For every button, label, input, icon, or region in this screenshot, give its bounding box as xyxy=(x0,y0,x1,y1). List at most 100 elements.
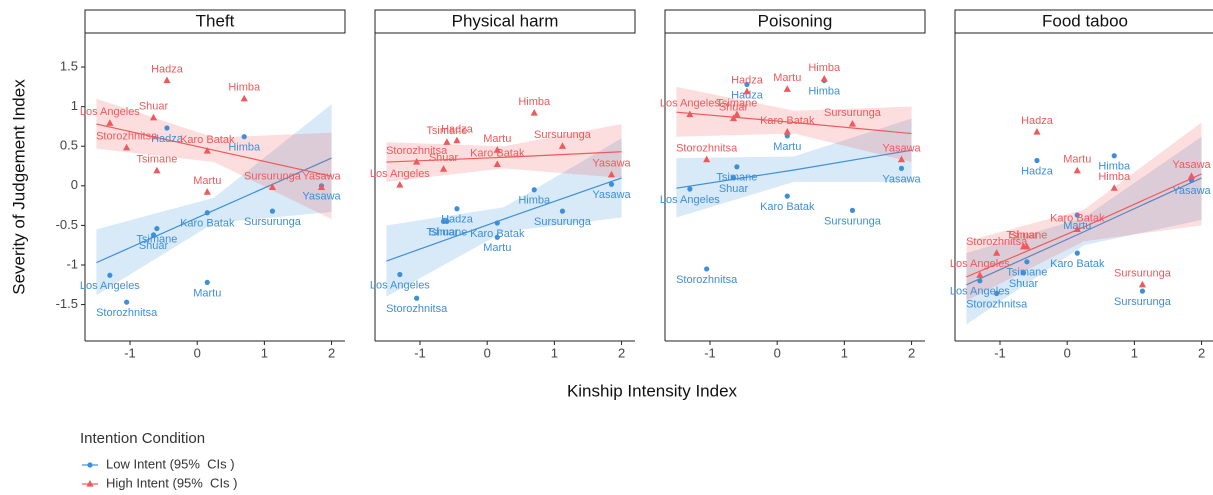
y-tick-label: 0 xyxy=(71,177,78,192)
x-tick-label: 2 xyxy=(618,345,625,360)
point xyxy=(558,142,567,149)
point-label: Storozhnitsa xyxy=(966,298,1028,310)
trend-line xyxy=(676,111,912,135)
point-label: Tsimane xyxy=(716,97,757,109)
point xyxy=(203,188,211,195)
point-label: Martu xyxy=(1063,154,1091,166)
point-label: Tsimane xyxy=(1006,267,1047,279)
point-label: Shuar xyxy=(429,152,459,164)
point xyxy=(531,187,537,193)
point-label: Los Angeles xyxy=(660,194,720,206)
point-label: Himba xyxy=(228,142,261,154)
point xyxy=(106,119,114,126)
x-tick-label: -1 xyxy=(124,345,136,360)
point-label: Hadza xyxy=(1021,115,1054,127)
point-label: Storozhnitsa xyxy=(676,274,738,286)
point xyxy=(686,110,694,118)
point-label: Himba xyxy=(808,62,841,74)
point xyxy=(1110,184,1118,191)
x-tick-label: 2 xyxy=(1198,345,1205,360)
point xyxy=(494,234,500,240)
point xyxy=(1020,270,1027,276)
point-label: Storozhnitsa xyxy=(676,143,738,155)
point xyxy=(149,113,158,121)
facet-title: Physical harm xyxy=(452,11,559,30)
point xyxy=(241,134,247,140)
point-label: Hadza xyxy=(151,63,184,75)
point xyxy=(153,166,161,174)
point xyxy=(730,175,737,181)
point-label: Shuar xyxy=(429,226,459,238)
point xyxy=(1138,280,1147,288)
point xyxy=(493,146,501,153)
point xyxy=(414,295,420,301)
point xyxy=(530,108,538,116)
confidence-band xyxy=(676,118,912,218)
point xyxy=(734,164,740,170)
point-label: Himba xyxy=(228,82,261,94)
x-tick-label: -1 xyxy=(414,345,426,360)
point-label: Storozhnitsa xyxy=(966,236,1028,248)
point xyxy=(608,181,615,187)
point-label: Hadza xyxy=(441,124,474,136)
point-label: Karo Batak xyxy=(760,115,815,127)
point xyxy=(1033,127,1041,135)
point xyxy=(849,207,856,213)
point-label: Martu xyxy=(483,242,511,254)
point-label: Karo Batak xyxy=(470,147,525,159)
point xyxy=(317,183,326,190)
x-tick-label: 2 xyxy=(908,345,915,360)
point-label: Los Angeles xyxy=(950,258,1010,270)
confidence-band xyxy=(966,136,1202,325)
strip xyxy=(84,9,346,34)
x-tick-label: -1 xyxy=(704,345,716,360)
trend-line xyxy=(676,149,912,189)
confidence-band xyxy=(676,86,912,163)
point xyxy=(687,186,693,192)
point xyxy=(733,110,741,118)
point xyxy=(493,160,501,168)
point-label: Tsimane xyxy=(136,154,177,166)
point-label: Shuar xyxy=(139,240,169,252)
point-label: Yasawa xyxy=(592,158,631,170)
facet-title: Poisoning xyxy=(758,11,833,30)
point xyxy=(444,218,450,225)
trend-line xyxy=(96,123,332,177)
point-label: Tsimane xyxy=(1006,230,1047,242)
point-label: Himba xyxy=(1098,161,1131,173)
point xyxy=(744,81,750,88)
point xyxy=(154,225,160,232)
point-label: Hadza xyxy=(1021,165,1054,177)
point xyxy=(703,155,711,163)
point xyxy=(268,183,277,190)
point-label: Sursurunga xyxy=(244,216,302,228)
point xyxy=(1073,166,1081,174)
y-tick-label: 0.5 xyxy=(60,138,78,153)
point-label: Sursurunga xyxy=(1114,268,1172,280)
x-tick-label: 0 xyxy=(1064,345,1071,360)
point-label: Los Angeles xyxy=(370,279,430,291)
point xyxy=(1187,172,1196,179)
point xyxy=(607,170,616,178)
point xyxy=(729,114,738,122)
x-tick-label: 0 xyxy=(194,345,201,360)
point-label: Martu xyxy=(773,141,801,153)
point xyxy=(993,249,1001,256)
point xyxy=(269,208,276,214)
point-label: Storozhnitsa xyxy=(386,145,448,157)
point xyxy=(396,181,404,188)
point-label: Yasawa xyxy=(882,143,921,155)
point xyxy=(494,220,500,226)
point-label: Hadza xyxy=(731,74,764,86)
point xyxy=(897,155,906,163)
point-label: Tsimane xyxy=(716,172,757,184)
point-label: Storozhnitsa xyxy=(386,303,448,315)
strip xyxy=(664,9,926,34)
x-tick-label: 2 xyxy=(328,345,335,360)
point-label: Sursurunga xyxy=(1114,296,1172,308)
point-label: Sursurunga xyxy=(824,107,882,119)
point xyxy=(783,85,791,92)
point-label: Hadza xyxy=(731,89,764,101)
point xyxy=(163,76,171,84)
point xyxy=(1188,177,1195,183)
